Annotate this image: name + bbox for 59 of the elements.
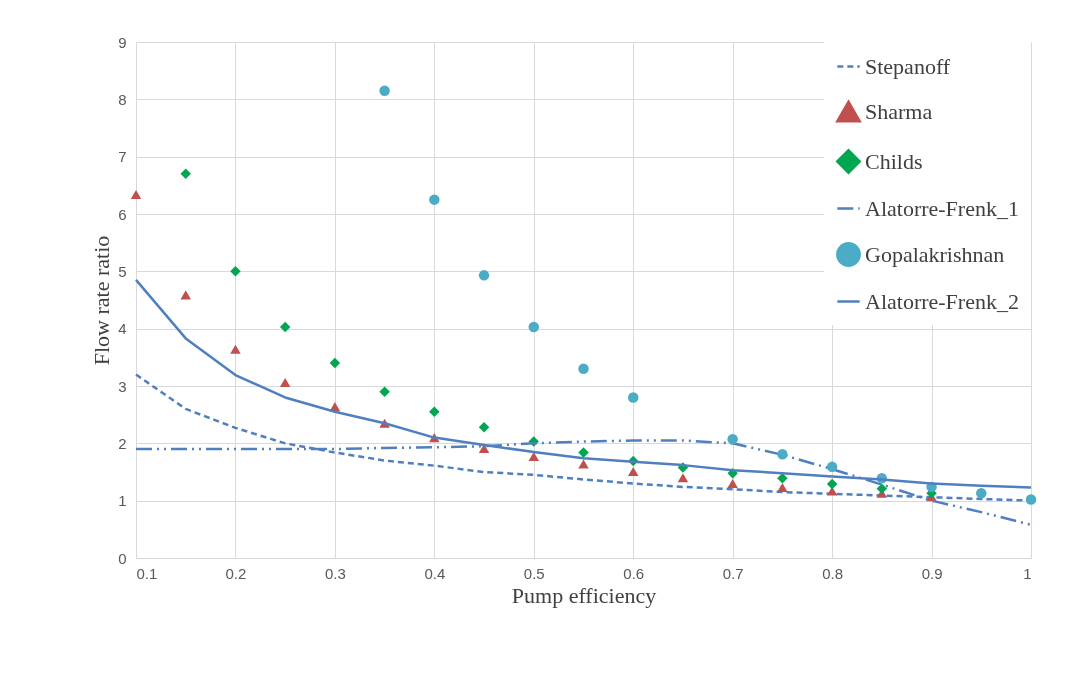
x-tick-label: 0.5 bbox=[523, 564, 545, 582]
x-tick-label: 0.8 bbox=[822, 564, 844, 582]
point bbox=[478, 422, 490, 433]
point bbox=[429, 406, 440, 418]
point bbox=[429, 194, 440, 205]
y-tick-label: 4 bbox=[118, 320, 127, 338]
x-tick-label: 0.4 bbox=[424, 564, 446, 582]
legend-label: Childs bbox=[865, 148, 923, 174]
point bbox=[876, 483, 888, 494]
point bbox=[826, 461, 838, 473]
point bbox=[826, 478, 838, 490]
point bbox=[777, 482, 788, 493]
point bbox=[777, 473, 788, 484]
point bbox=[727, 478, 738, 489]
y-tick-label: 0 bbox=[118, 549, 127, 567]
point bbox=[677, 473, 689, 483]
point bbox=[230, 266, 241, 277]
point bbox=[180, 168, 191, 180]
y-tick-label: 5 bbox=[118, 262, 127, 280]
y-tick-label: 6 bbox=[118, 205, 127, 223]
point bbox=[230, 344, 241, 354]
point bbox=[976, 487, 987, 499]
y-tick-label: 3 bbox=[118, 377, 127, 395]
point bbox=[130, 189, 142, 200]
point bbox=[578, 363, 589, 375]
x-tick-label: 0.7 bbox=[722, 564, 744, 582]
x-tick-label: 0.1 bbox=[136, 564, 158, 582]
legend-label: Stepanoff bbox=[865, 53, 951, 79]
x-tick-label: 0.2 bbox=[225, 564, 247, 582]
point bbox=[578, 447, 589, 458]
y-tick-label: 9 bbox=[118, 33, 127, 51]
x-tick-label: 0.3 bbox=[324, 564, 346, 582]
point bbox=[180, 290, 191, 300]
point bbox=[329, 357, 341, 369]
x-tick-label: 0.9 bbox=[921, 564, 943, 582]
y-tick-label: 8 bbox=[118, 90, 127, 108]
point bbox=[727, 434, 738, 445]
point bbox=[379, 386, 390, 397]
point bbox=[279, 378, 291, 388]
point bbox=[528, 321, 540, 333]
legend-label: Alatorre-Frenk_1 bbox=[865, 195, 1019, 221]
y-tick-label: 1 bbox=[118, 492, 127, 510]
point bbox=[578, 459, 589, 469]
point bbox=[379, 85, 390, 96]
x-tick-label: 0.6 bbox=[623, 564, 645, 582]
y-tick-label: 7 bbox=[118, 148, 127, 166]
point bbox=[279, 321, 291, 333]
x-axis-title: Pump efficiency bbox=[511, 582, 657, 608]
legend-label: Gopalakrishnan bbox=[865, 241, 1005, 267]
legend-label: Sharma bbox=[865, 98, 933, 124]
y-tick-label: 2 bbox=[118, 434, 127, 452]
x-tick-label: 1 bbox=[1023, 564, 1032, 582]
legend-label: Alatorre-Frenk_2 bbox=[865, 288, 1019, 314]
point bbox=[627, 466, 639, 476]
point bbox=[627, 392, 639, 403]
point bbox=[1025, 494, 1037, 505]
point bbox=[777, 448, 788, 460]
y-axis-title: Flow rate ratio bbox=[89, 235, 115, 366]
point bbox=[478, 270, 490, 281]
